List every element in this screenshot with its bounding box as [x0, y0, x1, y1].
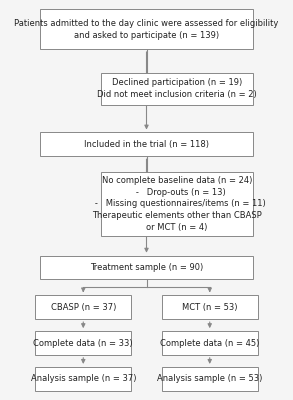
FancyBboxPatch shape	[35, 295, 131, 319]
FancyBboxPatch shape	[35, 331, 131, 355]
Text: Complete data (n = 45): Complete data (n = 45)	[160, 338, 259, 348]
Text: Analysis sample (n = 53): Analysis sample (n = 53)	[157, 374, 263, 383]
FancyBboxPatch shape	[101, 73, 253, 105]
FancyBboxPatch shape	[162, 331, 258, 355]
Text: Declined participation (n = 19)
Did not meet inclusion criteria (n = 2): Declined participation (n = 19) Did not …	[97, 78, 257, 99]
Text: MCT (n = 53): MCT (n = 53)	[182, 303, 238, 312]
Text: No complete baseline data (n = 24)
   -   Drop-outs (n = 13)
   -   Missing ques: No complete baseline data (n = 24) - Dro…	[88, 176, 266, 232]
Text: Included in the trial (n = 118): Included in the trial (n = 118)	[84, 140, 209, 149]
FancyBboxPatch shape	[40, 132, 253, 156]
FancyBboxPatch shape	[40, 9, 253, 49]
Text: Treatment sample (n = 90): Treatment sample (n = 90)	[90, 263, 203, 272]
Text: Analysis sample (n = 37): Analysis sample (n = 37)	[30, 374, 136, 383]
FancyBboxPatch shape	[162, 367, 258, 391]
FancyBboxPatch shape	[162, 295, 258, 319]
Text: CBASP (n = 37): CBASP (n = 37)	[51, 303, 116, 312]
Text: Patients admitted to the day clinic were assessed for eligibility
and asked to p: Patients admitted to the day clinic were…	[14, 19, 279, 40]
FancyBboxPatch shape	[35, 367, 131, 391]
FancyBboxPatch shape	[101, 172, 253, 236]
Text: Complete data (n = 33): Complete data (n = 33)	[33, 338, 133, 348]
FancyBboxPatch shape	[40, 256, 253, 280]
